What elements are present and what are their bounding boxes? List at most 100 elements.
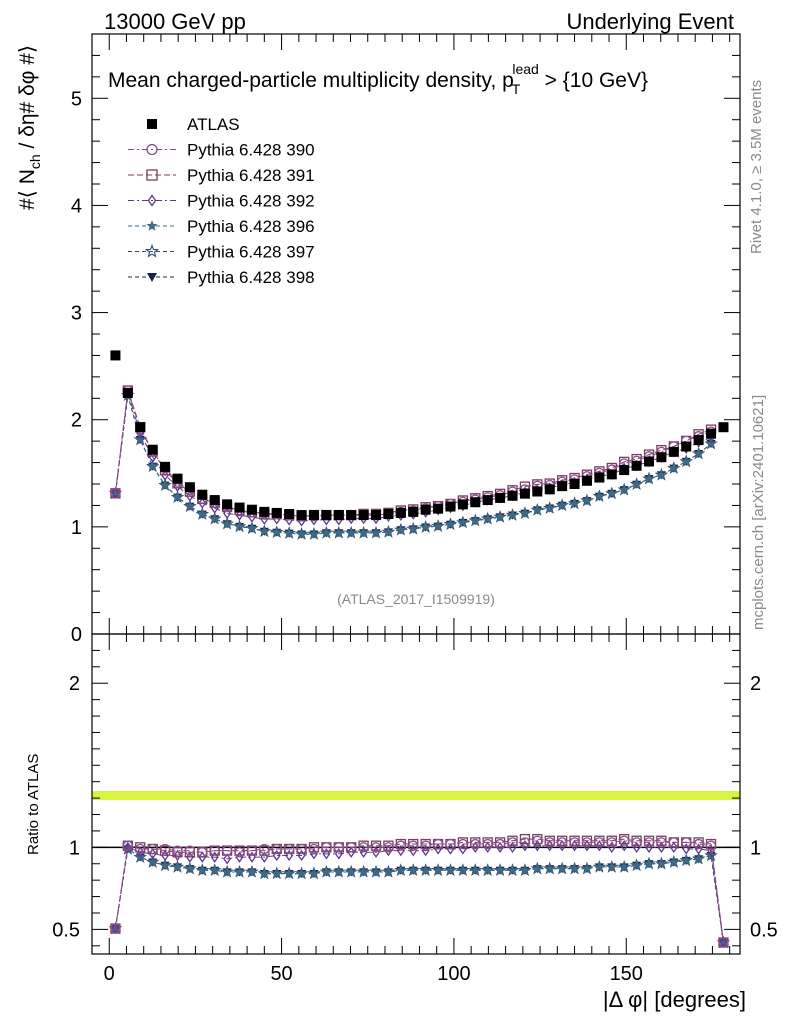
data-point — [172, 491, 183, 502]
data-point — [457, 499, 468, 510]
data-point — [135, 434, 146, 445]
data-point — [482, 495, 493, 506]
data-point — [693, 435, 704, 446]
legend-label: Pythia 6.428 396 — [187, 217, 315, 236]
ratio-point — [643, 837, 655, 848]
data-point — [668, 446, 679, 457]
data-point — [656, 452, 667, 463]
ratio-point — [705, 840, 717, 851]
data-point — [197, 489, 208, 500]
data-point — [395, 524, 407, 535]
data-point — [321, 527, 332, 538]
ratio-point — [581, 837, 593, 848]
ratio-point — [333, 866, 345, 877]
data-point — [172, 473, 183, 484]
data-point — [495, 492, 506, 503]
ratio-point — [283, 868, 295, 879]
plot-title-sub: T — [512, 81, 521, 97]
data-point — [358, 510, 369, 521]
legend-item-pythia-6-428-397: Pythia 6.428 397 — [128, 243, 315, 262]
data-point — [161, 469, 170, 481]
data-point — [643, 473, 655, 484]
data-point — [581, 475, 592, 486]
data-point — [594, 472, 605, 483]
ratio-point — [445, 838, 456, 850]
legend-marker — [147, 194, 157, 207]
legend-marker — [147, 273, 157, 282]
ratio-point — [234, 866, 245, 877]
ratio-ylabel: Ratio to ATLAS — [25, 754, 42, 855]
analysis-label: (ATLAS_2017_I1509919) — [337, 591, 495, 607]
data-point — [420, 504, 431, 515]
main-ytick-label: 4 — [71, 195, 82, 217]
ratio-point — [606, 861, 618, 872]
ratio-point — [184, 845, 196, 856]
legend-label: Pythia 6.428 397 — [187, 243, 315, 262]
ratio-point — [681, 837, 692, 848]
data-point — [569, 498, 580, 508]
ratio-point — [159, 843, 171, 855]
ratio-point — [110, 923, 121, 934]
legend-marker — [146, 169, 158, 181]
ratio-point — [221, 866, 233, 877]
ratio-point — [619, 835, 630, 846]
ratio-frame — [91, 633, 741, 955]
data-point — [532, 504, 543, 515]
ratio-point — [358, 842, 369, 853]
data-point — [234, 521, 245, 531]
ratio-point — [296, 868, 307, 879]
data-point — [333, 510, 344, 521]
data-point — [519, 507, 531, 518]
main-ytick-label: 1 — [71, 517, 82, 539]
ratio-point — [470, 838, 481, 850]
ratio-point — [234, 847, 245, 858]
data-point — [470, 515, 481, 526]
data-point — [631, 478, 642, 489]
ratio-point — [333, 842, 344, 853]
main-ylabel-sub: ch — [27, 154, 43, 169]
ratio-point — [668, 837, 679, 848]
legend-label: ATLAS — [187, 115, 240, 134]
legend-item-pythia-6-428-396: Pythia 6.428 396 — [128, 217, 315, 236]
ratio-point — [172, 861, 183, 872]
ratio-point — [185, 851, 194, 863]
data-point — [198, 497, 207, 509]
data-point — [160, 461, 171, 472]
data-point — [234, 502, 245, 513]
data-point — [209, 495, 220, 506]
ratio-point — [136, 846, 145, 858]
ratio-point — [594, 837, 605, 848]
data-point — [557, 481, 568, 492]
ratio-point — [482, 838, 493, 850]
data-point — [147, 444, 158, 455]
ratio-point — [570, 840, 579, 852]
ratio-point — [383, 842, 394, 853]
legend-item-pythia-6-428-398: Pythia 6.428 398 — [128, 268, 315, 287]
ratio-point — [482, 864, 493, 875]
data-point — [606, 488, 618, 498]
data-point — [445, 501, 456, 512]
data-point — [321, 510, 332, 521]
ratio-point — [446, 843, 455, 855]
ratio-point — [173, 849, 182, 862]
ratio-point — [408, 840, 419, 851]
ratio-point — [384, 844, 393, 857]
data-point — [197, 508, 208, 519]
ratio-point — [457, 838, 469, 850]
ratio-point — [420, 840, 431, 851]
data-point — [333, 527, 345, 538]
data-point — [618, 484, 630, 495]
ratio-point — [544, 837, 555, 848]
ratio-point — [569, 863, 580, 874]
data-point — [283, 527, 295, 538]
data-point — [383, 526, 394, 537]
ratio-ytick-label: 0.5 — [52, 919, 80, 941]
ratio-point — [209, 845, 220, 856]
ratio-point — [122, 840, 133, 851]
legend-item-pythia-6-428-392: Pythia 6.428 392 — [128, 192, 315, 211]
data-point — [345, 527, 357, 538]
ratio-point — [271, 843, 282, 855]
data-point — [706, 428, 717, 439]
ratio-point — [432, 838, 444, 850]
ratio-point — [581, 863, 593, 874]
